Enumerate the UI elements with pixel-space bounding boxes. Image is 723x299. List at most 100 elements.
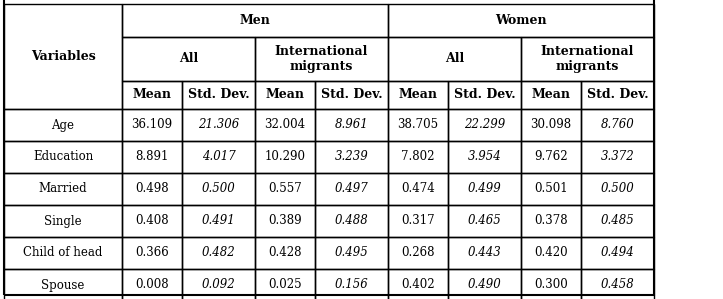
Text: 0.420: 0.420 — [534, 246, 568, 260]
Bar — [122, 205, 182, 237]
Text: 3.372: 3.372 — [601, 150, 634, 164]
Text: 0.500: 0.500 — [601, 182, 634, 196]
Text: 0.488: 0.488 — [335, 214, 369, 228]
Bar — [521, 173, 581, 205]
Text: 0.497: 0.497 — [335, 182, 369, 196]
Text: 32.004: 32.004 — [265, 118, 306, 132]
Text: Spouse: Spouse — [41, 278, 85, 292]
Bar — [521, 109, 581, 141]
Text: Married: Married — [39, 182, 87, 196]
Text: 0.465: 0.465 — [468, 214, 501, 228]
Text: 4.017: 4.017 — [202, 150, 236, 164]
Bar — [448, 109, 521, 141]
Bar — [521, 269, 581, 299]
Text: 0.495: 0.495 — [335, 246, 369, 260]
Bar — [255, 37, 388, 81]
Bar — [448, 269, 521, 299]
Bar — [315, 109, 388, 141]
Bar — [4, 173, 122, 205]
Bar — [255, 141, 315, 173]
Bar — [388, 237, 448, 269]
Text: 0.008: 0.008 — [135, 278, 168, 292]
Bar — [255, 205, 315, 237]
Bar — [182, 173, 255, 205]
Text: 3.954: 3.954 — [468, 150, 501, 164]
Bar — [4, 141, 122, 173]
Bar — [255, 269, 315, 299]
Text: 0.300: 0.300 — [534, 278, 568, 292]
Text: 3.239: 3.239 — [335, 150, 369, 164]
Bar — [315, 269, 388, 299]
Bar — [4, 109, 122, 141]
Bar — [315, 81, 388, 109]
Text: 22.299: 22.299 — [464, 118, 505, 132]
Text: Men: Men — [239, 14, 270, 27]
Bar — [255, 109, 315, 141]
Text: 0.498: 0.498 — [135, 182, 168, 196]
Text: 38.705: 38.705 — [398, 118, 439, 132]
Text: 36.109: 36.109 — [132, 118, 173, 132]
Text: Variables: Variables — [30, 50, 95, 63]
Text: Std. Dev.: Std. Dev. — [454, 89, 515, 101]
Text: 8.760: 8.760 — [601, 118, 634, 132]
Bar — [448, 237, 521, 269]
Text: Mean: Mean — [531, 89, 570, 101]
Text: Std. Dev.: Std. Dev. — [188, 89, 249, 101]
Bar — [182, 81, 255, 109]
Text: Mean: Mean — [398, 89, 437, 101]
Bar — [315, 173, 388, 205]
Bar — [4, 269, 122, 299]
Text: 0.402: 0.402 — [401, 278, 435, 292]
Bar — [581, 109, 654, 141]
Text: Women: Women — [495, 14, 547, 27]
Bar — [122, 81, 182, 109]
Text: 0.443: 0.443 — [468, 246, 501, 260]
Text: 0.474: 0.474 — [401, 182, 435, 196]
Text: All: All — [179, 53, 198, 65]
Bar — [315, 141, 388, 173]
Bar — [581, 173, 654, 205]
Text: Single: Single — [44, 214, 82, 228]
Bar — [388, 141, 448, 173]
Bar — [122, 237, 182, 269]
Bar — [388, 269, 448, 299]
Text: Age: Age — [51, 118, 74, 132]
Bar — [388, 173, 448, 205]
Bar — [182, 237, 255, 269]
Bar — [448, 173, 521, 205]
Text: 0.389: 0.389 — [268, 214, 301, 228]
Text: Mean: Mean — [265, 89, 304, 101]
Text: 9.762: 9.762 — [534, 150, 568, 164]
Bar — [448, 205, 521, 237]
Bar — [182, 141, 255, 173]
Text: 0.378: 0.378 — [534, 214, 568, 228]
Text: 0.500: 0.500 — [202, 182, 236, 196]
Bar — [581, 237, 654, 269]
Bar — [182, 109, 255, 141]
Text: 21.306: 21.306 — [198, 118, 239, 132]
Bar — [255, 81, 315, 109]
Text: All: All — [445, 53, 464, 65]
Bar — [388, 81, 448, 109]
Bar — [388, 205, 448, 237]
Text: 0.092: 0.092 — [202, 278, 236, 292]
Bar — [255, 237, 315, 269]
Bar — [4, 237, 122, 269]
Bar — [4, 205, 122, 237]
Bar — [388, 109, 448, 141]
Bar — [122, 109, 182, 141]
Text: Child of head: Child of head — [23, 246, 103, 260]
Text: 0.499: 0.499 — [468, 182, 501, 196]
Bar — [122, 4, 388, 37]
Bar — [122, 141, 182, 173]
Text: 0.428: 0.428 — [268, 246, 301, 260]
Text: 8.891: 8.891 — [135, 150, 168, 164]
Text: 7.802: 7.802 — [401, 150, 435, 164]
Text: 0.366: 0.366 — [135, 246, 169, 260]
Text: 0.557: 0.557 — [268, 182, 302, 196]
Text: 0.501: 0.501 — [534, 182, 568, 196]
Bar — [182, 205, 255, 237]
Text: 0.025: 0.025 — [268, 278, 301, 292]
Text: International
migrants: International migrants — [541, 45, 634, 73]
Bar — [521, 81, 581, 109]
